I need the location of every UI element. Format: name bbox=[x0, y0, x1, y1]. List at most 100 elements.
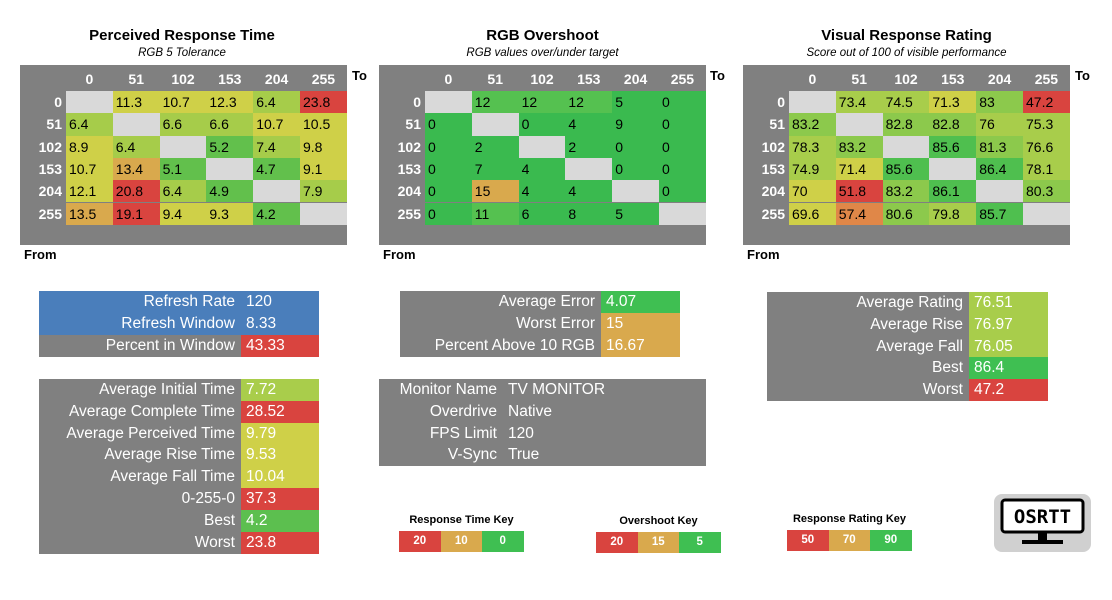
rating-cell: 83.2 bbox=[835, 135, 883, 158]
perceived-row-header: 0 bbox=[54, 94, 62, 110]
stat-label: Best bbox=[39, 509, 241, 532]
refresh-panel-row: Refresh Rate 120 bbox=[39, 291, 319, 313]
stat-value: TV MONITOR bbox=[503, 379, 706, 401]
overshoot-key-cell: 20 bbox=[596, 532, 638, 553]
rating-row-header: 204 bbox=[761, 183, 785, 200]
perceived-cell: 4.9 bbox=[206, 180, 254, 203]
perceived-cell: 9.8 bbox=[300, 135, 347, 158]
rating-cell: 71.4 bbox=[835, 157, 883, 181]
perceived-cell: 6.4 bbox=[159, 180, 207, 203]
perceived-cell: 12.3 bbox=[206, 91, 254, 114]
rating-col-header: 204 bbox=[987, 71, 1012, 87]
overshoot-cell: 0 bbox=[612, 157, 659, 181]
rating-cell bbox=[1023, 202, 1070, 225]
stat-value: Native bbox=[503, 400, 706, 423]
rating-cell: 74.9 bbox=[789, 157, 836, 181]
stat-value: 4.07 bbox=[601, 291, 680, 313]
stat-value: 28.52 bbox=[241, 400, 319, 423]
stat-label: Percent in Window bbox=[39, 334, 241, 357]
stat-value: 120 bbox=[503, 422, 706, 445]
perceived-cell: 13.5 bbox=[66, 202, 113, 225]
stat-label: Refresh Rate bbox=[39, 291, 241, 313]
overshoot-col-header: 0 bbox=[444, 71, 453, 87]
overshoot-cell bbox=[471, 113, 519, 136]
stat-value: 76.05 bbox=[969, 335, 1048, 358]
overshoot-cell: 0 bbox=[659, 180, 706, 203]
perceived-col-header: 153 bbox=[218, 71, 242, 87]
rating-cell: 80.3 bbox=[1023, 180, 1070, 203]
overshoot-cell: 9 bbox=[612, 113, 659, 136]
perceived-row-header: 255 bbox=[38, 205, 62, 222]
response-rating-table: 0 0 51 51 102 102 153 153 204 204 255 255 73.4 74.5 71… bbox=[743, 65, 1070, 245]
stat-value: 9.53 bbox=[241, 444, 319, 467]
error-panel-row: Worst Error 15 bbox=[400, 312, 680, 335]
perceived-cell: 13.4 bbox=[112, 157, 160, 181]
stat-label: Average Fall Time bbox=[39, 466, 241, 489]
overshoot-cell: 4 bbox=[565, 113, 613, 136]
perceived-cell: 6.4 bbox=[66, 113, 113, 136]
overshoot-subtitle: RGB values over/under target bbox=[466, 47, 619, 59]
overshoot-cell: 0 bbox=[518, 113, 566, 136]
overshoot-cell bbox=[518, 135, 566, 158]
perceived-cell: 5.2 bbox=[206, 135, 254, 158]
perceived-cell: 10.7 bbox=[66, 157, 113, 181]
perceived-cell: 10.5 bbox=[300, 113, 347, 136]
overshoot-cell: 0 bbox=[425, 180, 472, 203]
overshoot-row-header: 51 bbox=[405, 116, 421, 133]
perceived-cell: 7.9 bbox=[300, 180, 347, 203]
stat-label: Average Error bbox=[400, 291, 601, 313]
response-key-title: Response Time Key bbox=[409, 514, 514, 526]
perceived-row-header: 153 bbox=[38, 160, 62, 177]
rating-key-cell: 90 bbox=[870, 530, 912, 551]
perceived-cell bbox=[66, 91, 113, 114]
rating-cell: 51.8 bbox=[835, 180, 883, 203]
perceived-row-header: 51 bbox=[46, 116, 62, 133]
overshoot-cell: 6 bbox=[518, 202, 566, 225]
overshoot-to-label: To bbox=[710, 68, 725, 83]
overshoot-row-header: 255 bbox=[397, 205, 421, 222]
overshoot-cell: 12 bbox=[471, 91, 519, 114]
logo-text: OSRTT bbox=[1014, 506, 1071, 528]
time-panel-row: Average Complete Time 28.52 bbox=[39, 400, 319, 423]
overshoot-col-header: 255 bbox=[670, 71, 695, 87]
stat-value: 10.04 bbox=[241, 466, 319, 489]
rating-cell: 74.5 bbox=[882, 91, 930, 114]
overshoot-cell: 0 bbox=[659, 135, 706, 158]
perceived-cell: 10.7 bbox=[253, 113, 300, 136]
perceived-col-header: 255 bbox=[311, 71, 336, 87]
rating-cell: 83.2 bbox=[882, 180, 930, 203]
rating-cell: 78.3 bbox=[789, 135, 836, 158]
stat-label: Best bbox=[767, 357, 969, 380]
overshoot-cell: 5 bbox=[612, 91, 659, 114]
perceived-cell: 4.7 bbox=[253, 157, 300, 181]
rating-cell bbox=[929, 157, 977, 181]
rating-to-label: To bbox=[1075, 68, 1090, 83]
stat-label: Worst bbox=[39, 531, 241, 554]
rating-key-title: Response Rating Key bbox=[792, 513, 907, 525]
rating-cell bbox=[789, 91, 836, 114]
perceived-cell: 23.8 bbox=[300, 91, 347, 114]
rating-key-cell: 70 bbox=[828, 530, 870, 551]
stat-label: Worst Error bbox=[400, 312, 601, 335]
stat-label: Overdrive bbox=[379, 400, 503, 423]
rating-key-cell: 50 bbox=[787, 530, 829, 551]
stat-label: Monitor Name bbox=[379, 379, 503, 401]
stat-label: 0-255-0 bbox=[39, 488, 241, 510]
rating-cell bbox=[835, 113, 883, 136]
stat-value: 23.8 bbox=[241, 531, 319, 554]
stat-value: 9.79 bbox=[241, 422, 319, 445]
stat-label: Average Complete Time bbox=[39, 400, 241, 423]
perceived-cell: 5.1 bbox=[159, 157, 207, 181]
perceived-cell: 7.4 bbox=[253, 135, 300, 158]
stat-value: 37.3 bbox=[241, 488, 319, 510]
perceived-cell bbox=[300, 202, 347, 225]
error-panel-row: Percent Above 10 RGB 16.67 bbox=[400, 334, 680, 357]
overshoot-cell: 12 bbox=[518, 91, 566, 114]
overshoot-row-header: 102 bbox=[397, 138, 421, 155]
perceived-row-header: 204 bbox=[38, 183, 62, 200]
rating-cell: 70 bbox=[789, 180, 836, 203]
stat-label: FPS Limit bbox=[379, 422, 503, 445]
rating-cell: 85.6 bbox=[929, 135, 977, 158]
stat-label: Average Perceived Time bbox=[39, 422, 241, 445]
overshoot-cell: 0 bbox=[659, 113, 706, 136]
